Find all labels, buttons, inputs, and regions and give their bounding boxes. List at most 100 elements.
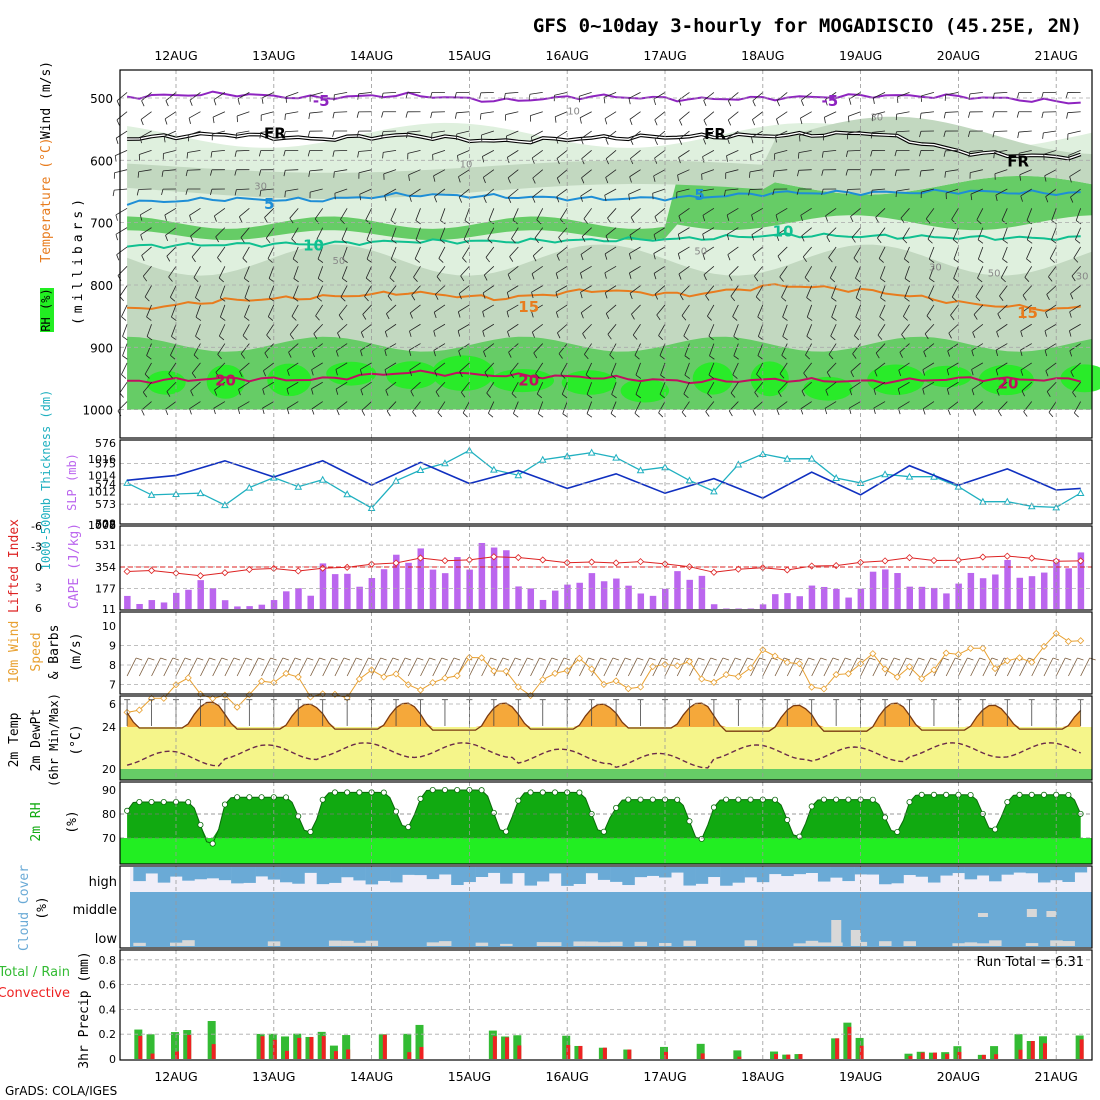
wind10m-barb: [627, 657, 638, 677]
wind-barb-flag: [193, 354, 199, 360]
wind-barb-flag: [210, 189, 213, 196]
wind-barb: [678, 227, 690, 235]
cape-bar: [992, 574, 999, 609]
lifted-index-marker: [196, 572, 205, 580]
isotherm-label: 5: [264, 195, 274, 213]
wind-barb-flag: [171, 336, 177, 341]
wind-speed-marker: [588, 665, 596, 673]
wind-barb: [922, 362, 935, 371]
cloud-high-bar: [573, 867, 586, 884]
wind-barb: [977, 266, 984, 279]
wind-barb: [806, 304, 813, 318]
wind-barb: [385, 323, 397, 332]
wind-barb-flag: [311, 351, 315, 358]
wind-barb: [824, 111, 837, 118]
wind-barb-flag: [897, 388, 901, 395]
wind-barb-flag: [823, 117, 826, 124]
wind-barb: [605, 150, 617, 160]
lifted-index-marker: [221, 569, 229, 577]
run-total: Run Total = 6.31: [976, 955, 1084, 970]
wind10m-barb-flag: [429, 657, 436, 661]
wind-barb-flag: [555, 137, 559, 144]
precip-convective-bar: [187, 1034, 192, 1059]
wind-barb: [505, 91, 519, 94]
wind-barb: [383, 169, 397, 175]
wind-barb-flag: [852, 353, 857, 359]
wind-barb: [776, 111, 788, 120]
wind-barb-flag: [821, 151, 824, 158]
wind-barb: [994, 149, 1008, 153]
wind-barb-flag: [483, 274, 488, 281]
precip-convective-bar: [1042, 1043, 1047, 1059]
wind-barb: [604, 246, 617, 255]
wind-barb: [654, 130, 666, 140]
wind-barb: [898, 401, 910, 409]
ylabel-rh: RH (%): [39, 288, 53, 331]
precip-total-bar: [171, 1032, 179, 1059]
wind-barb-flag: [116, 119, 120, 126]
lifted-index-marker: [123, 567, 131, 576]
wind-barb-flag: [899, 352, 903, 358]
wind-barb-flag: [1017, 131, 1020, 139]
wind10m-barb: [236, 657, 247, 677]
wind10m-barb: [212, 657, 223, 677]
wind-barb-flag: [244, 277, 250, 283]
wind-barb: [314, 208, 324, 220]
wind-barb-flag: [828, 354, 834, 360]
cape-bar: [551, 590, 559, 609]
wind-barb: [292, 246, 299, 260]
wind-barb: [727, 130, 739, 139]
wind-barb-flag: [268, 316, 274, 321]
wind-barb-flag: [953, 278, 959, 283]
wind-barb-flag: [195, 297, 201, 302]
wind-barb-flag: [845, 150, 849, 157]
date-label-top: 16AUG: [546, 48, 589, 63]
wind-barb: [413, 266, 421, 278]
wind-barb: [555, 285, 568, 293]
wind-barb: [262, 381, 275, 390]
wind-barb: [483, 188, 495, 198]
wind-barb-flag: [968, 111, 971, 118]
wind-barb-flag: [992, 93, 995, 100]
wind-barb-flag: [293, 297, 299, 302]
wind-barb-flag: [503, 93, 506, 100]
cloud-low-gap: [353, 942, 366, 946]
wind-barb-flag: [381, 131, 384, 138]
lifted-index-marker: [1003, 552, 1011, 560]
wind-speed-marker: [233, 703, 241, 711]
wind-barb: [1075, 208, 1082, 221]
wind-barb: [456, 111, 470, 114]
wind-barb-flag: [384, 195, 387, 202]
rh-marker: [625, 796, 632, 803]
wind10m-barb-flag: [258, 657, 265, 661]
wind-barb-flag: [458, 293, 462, 300]
wind-barb: [971, 381, 984, 390]
cloud-low-gap: [182, 940, 195, 946]
wind-barb: [751, 207, 763, 216]
wind-barb: [193, 266, 201, 278]
cape-bar: [173, 592, 180, 609]
wind-barb: [804, 266, 813, 278]
precip-convective-bar: [798, 1054, 803, 1059]
cape-bar: [258, 604, 266, 609]
wind-barb: [733, 324, 739, 337]
wind-barb-flag: [365, 219, 371, 225]
wind-barb: [971, 362, 984, 370]
precip-total-bar: [990, 1046, 999, 1059]
wind10m-barb-flag: [1052, 657, 1060, 661]
wind-barb-flag: [1019, 174, 1022, 181]
wind-barb: [317, 246, 324, 260]
wind-barb: [628, 188, 641, 195]
wind-barb: [191, 362, 201, 374]
wind-barb-flag: [531, 273, 535, 280]
cloud-low-gap: [133, 942, 146, 946]
wind-barb-flag: [997, 410, 1002, 417]
wind-barb-flag: [727, 254, 731, 261]
cape-bar: [344, 573, 351, 609]
wind-barb-flag: [537, 413, 544, 418]
cloud-clear-patch: [850, 930, 861, 946]
wind-barb-flag: [609, 354, 615, 360]
wind-barb-flag: [439, 239, 446, 244]
cape-bar: [1004, 559, 1011, 609]
rh-contour-label: 30: [870, 113, 883, 124]
